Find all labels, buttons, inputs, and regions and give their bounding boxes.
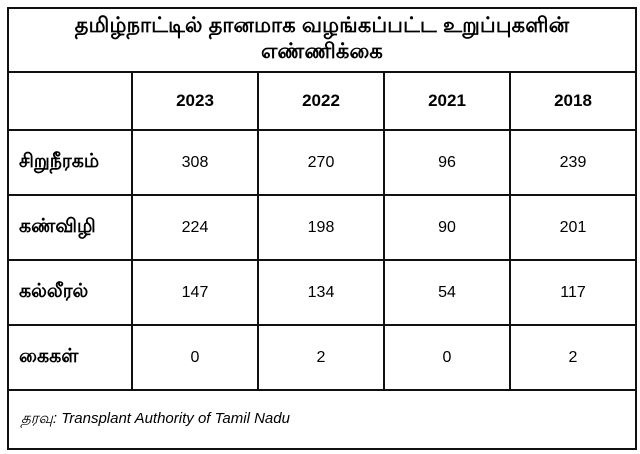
cell-liver-2023: 147 bbox=[131, 259, 259, 326]
source-note: தரவு: Transplant Authority of Tamil Nadu bbox=[6, 389, 638, 450]
corner-cell bbox=[7, 71, 133, 131]
cell-eye-2021: 90 bbox=[383, 194, 511, 261]
cell-hands-2022: 2 bbox=[257, 324, 385, 391]
table-row-liver: கல்லீரல் 147 134 54 117 bbox=[7, 259, 638, 326]
row-label-liver: கல்லீரல் bbox=[7, 259, 133, 326]
cell-eye-2023: 224 bbox=[131, 194, 259, 261]
organ-donation-table: தமிழ்நாட்டில் தானமாக வழங்கப்பட்ட உறுப்பு… bbox=[6, 7, 638, 450]
title-row: தமிழ்நாட்டில் தானமாக வழங்கப்பட்ட உறுப்பு… bbox=[6, 7, 638, 73]
cell-hands-2023: 0 bbox=[131, 324, 259, 391]
column-header-2018: 2018 bbox=[508, 71, 638, 131]
column-header-2022: 2022 bbox=[257, 71, 385, 131]
cell-kidney-2022: 270 bbox=[257, 129, 385, 196]
header-row: 2023 2022 2021 2018 bbox=[7, 71, 638, 131]
cell-eye-2022: 198 bbox=[257, 194, 385, 261]
cell-eye-2018: 201 bbox=[508, 194, 638, 261]
cell-liver-2022: 134 bbox=[257, 259, 385, 326]
row-label-kidney: சிறுநீரகம் bbox=[7, 129, 133, 196]
table-row-eye: கண்விழி 224 198 90 201 bbox=[7, 194, 638, 261]
row-label-eye: கண்விழி bbox=[7, 194, 133, 261]
cell-hands-2021: 0 bbox=[383, 324, 511, 391]
column-header-2023: 2023 bbox=[131, 71, 259, 131]
source-row: தரவு: Transplant Authority of Tamil Nadu bbox=[6, 389, 638, 450]
table-row-hands: கைகள் 0 2 0 2 bbox=[7, 324, 638, 391]
cell-liver-2021: 54 bbox=[383, 259, 511, 326]
column-header-2021: 2021 bbox=[383, 71, 511, 131]
row-label-hands: கைகள் bbox=[7, 324, 133, 391]
table-title: தமிழ்நாட்டில் தானமாக வழங்கப்பட்ட உறுப்பு… bbox=[6, 7, 638, 73]
cell-kidney-2023: 308 bbox=[131, 129, 259, 196]
cell-kidney-2018: 239 bbox=[508, 129, 638, 196]
table-row-kidney: சிறுநீரகம் 308 270 96 239 bbox=[7, 129, 638, 196]
cell-hands-2018: 2 bbox=[508, 324, 638, 391]
cell-liver-2018: 117 bbox=[508, 259, 638, 326]
cell-kidney-2021: 96 bbox=[383, 129, 511, 196]
